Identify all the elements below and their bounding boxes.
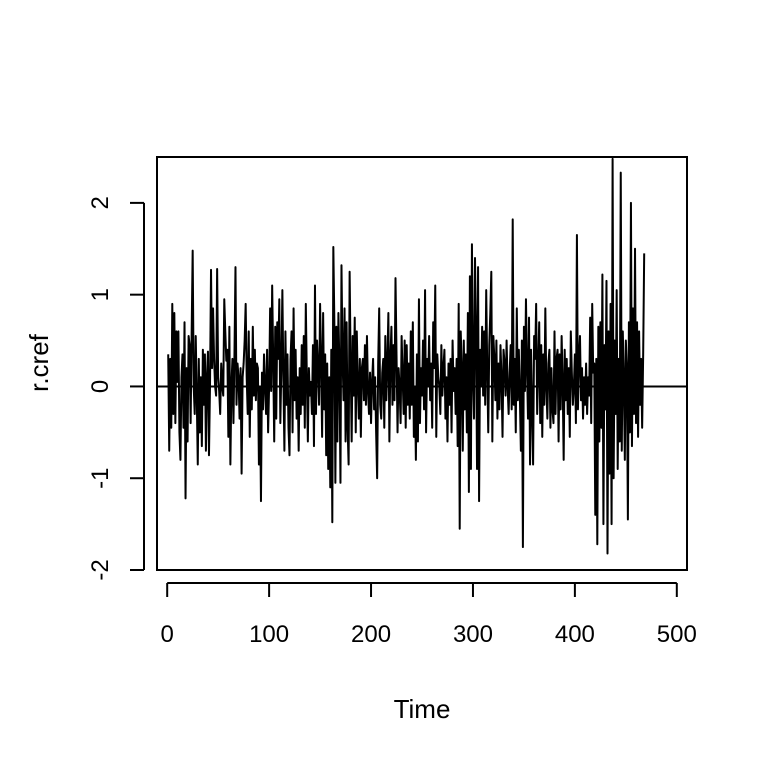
x-tick-label: 0 [161,621,174,648]
y-tick-label: 0 [87,380,114,393]
x-tick-label: 100 [249,621,289,648]
series-line [167,157,646,555]
x-tick-label: 400 [555,621,595,648]
x-axis: 0 100 200 300 400 500 [161,582,697,648]
plot-frame [156,156,688,571]
y-axis-title: r.cref [24,333,54,392]
y-tick-label: 1 [87,288,114,301]
y-tick-label: 2 [87,196,114,209]
x-axis-title: Time [394,694,451,724]
x-tick-label: 200 [351,621,391,648]
y-tick-label: -1 [87,468,114,489]
x-tick-label: 500 [657,621,697,648]
x-tick-label: 300 [453,621,493,648]
y-tick-label: -2 [87,559,114,580]
data-layer [167,157,646,555]
y-axis: -2 -1 0 1 2 [87,196,145,581]
